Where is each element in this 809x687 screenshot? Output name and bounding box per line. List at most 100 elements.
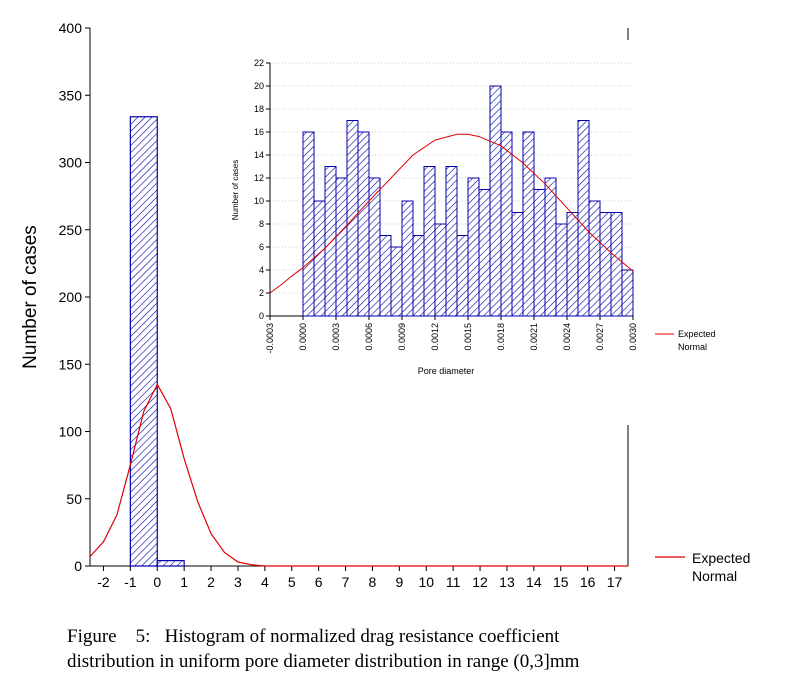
inset-y-ticks: 0 2 4 6 8 10 12 14 16 18 20 22 bbox=[254, 58, 270, 321]
inset-y-tick-label: 20 bbox=[254, 81, 264, 91]
main-x-tick-label: -1 bbox=[124, 574, 137, 590]
main-x-tick-label: -2 bbox=[97, 574, 110, 590]
inset-y-tick-label: 16 bbox=[254, 127, 264, 137]
inset-y-tick-label: 14 bbox=[254, 150, 264, 160]
inset-y-tick-label: 22 bbox=[254, 58, 264, 68]
inset-y-tick-label: 12 bbox=[254, 173, 264, 183]
main-x-tick-label: 1 bbox=[180, 574, 188, 590]
inset-y-tick-label: 4 bbox=[259, 265, 264, 275]
inset-bar-4 bbox=[313, 200, 326, 317]
main-x-tick-label: 4 bbox=[261, 574, 269, 590]
inset-bar-15 bbox=[434, 223, 447, 317]
main-legend-text-2: Normal bbox=[692, 568, 737, 584]
inset-bar-13 bbox=[412, 235, 425, 317]
inset-bar-24 bbox=[533, 189, 546, 317]
inset-bar-3 bbox=[302, 131, 315, 317]
inset-x-ticks: -0.0003 0.0000 0.0003 0.0006 0.0009 0.0012 0.0… bbox=[265, 316, 638, 354]
inset-normal-curve bbox=[269, 133, 634, 294]
inset-bar-8 bbox=[357, 131, 370, 317]
inset-x-tick-label: 0.0024 bbox=[562, 323, 572, 351]
inset-bar-5 bbox=[324, 166, 337, 317]
main-bars bbox=[129, 116, 185, 567]
main-x-tick-label: 2 bbox=[207, 574, 215, 590]
inset-x-tick-label: 0.0018 bbox=[496, 323, 506, 351]
inset-x-tick-label: 0.0021 bbox=[529, 323, 539, 351]
inset-legend-text-2: Normal bbox=[678, 342, 707, 352]
inset-bar-22 bbox=[511, 212, 524, 317]
inset-bar-26 bbox=[555, 223, 568, 317]
inset-x-tick-label: 0.0006 bbox=[364, 323, 374, 351]
main-x-tick-label: 11 bbox=[446, 574, 461, 590]
inset-bar-31 bbox=[610, 212, 623, 317]
main-y-tick-label: 100 bbox=[59, 424, 83, 440]
inset-y-axis-label: Number of cases bbox=[231, 160, 240, 220]
main-y-tick-label: 250 bbox=[59, 222, 83, 238]
main-x-tick-label: 5 bbox=[288, 574, 296, 590]
inset-x-tick-label: 0.0003 bbox=[331, 323, 341, 351]
main-y-tick-label: 400 bbox=[59, 20, 83, 36]
main-x-tick-label: 10 bbox=[418, 574, 434, 590]
main-x-tick-label: 16 bbox=[580, 574, 596, 590]
main-x-tick-label: 13 bbox=[499, 574, 515, 590]
inset-x-tick-label: 0.0009 bbox=[397, 323, 407, 351]
figure-caption-line-1: Figure 5: Histogram of normalized drag r… bbox=[67, 626, 560, 647]
inset-legend: Expected Normal bbox=[655, 329, 716, 352]
inset-x-tick-label: 0.0015 bbox=[463, 323, 473, 351]
inset-bar-28 bbox=[577, 120, 590, 317]
main-y-axis-label: Number of cases bbox=[20, 225, 41, 369]
main-y-tick-label: 300 bbox=[59, 155, 83, 171]
inset-bar-7 bbox=[346, 120, 359, 317]
inset-bar-30 bbox=[599, 212, 612, 317]
inset-bar-21 bbox=[500, 131, 513, 317]
main-x-tick-label: 0 bbox=[153, 574, 161, 590]
inset-bar-27 bbox=[566, 212, 579, 317]
inset-bar-19 bbox=[478, 189, 491, 317]
inset-bar-16 bbox=[445, 166, 458, 317]
main-x-tick-label: 17 bbox=[607, 574, 623, 590]
main-x-tick-label: 6 bbox=[315, 574, 323, 590]
main-y-tick-label: 0 bbox=[74, 558, 82, 574]
inset-histogram: 0 2 4 6 8 10 12 14 16 18 20 22 -0.0003 0.0000 0.0003 0… bbox=[228, 41, 648, 425]
main-y-tick-label: 350 bbox=[59, 87, 83, 103]
inset-y-tick-label: 0 bbox=[259, 311, 264, 321]
main-x-tick-label: 8 bbox=[369, 574, 377, 590]
inset-x-tick-label: 0.0027 bbox=[595, 323, 605, 351]
inset-x-axis-label: Pore diameter bbox=[418, 366, 475, 376]
figure-caption-line-2: distribution in uniform pore diameter di… bbox=[67, 651, 580, 672]
main-legend: Expected Normal bbox=[655, 550, 750, 584]
main-x-tick-label: 9 bbox=[395, 574, 403, 590]
inset-bar-20 bbox=[489, 85, 502, 317]
inset-bar-18 bbox=[467, 177, 480, 317]
main-y-tick-label: 50 bbox=[66, 491, 82, 507]
main-bar-1 bbox=[156, 560, 185, 567]
inset-y-tick-label: 2 bbox=[259, 288, 264, 298]
main-x-tick-label: 12 bbox=[472, 574, 488, 590]
inset-y-tick-label: 18 bbox=[254, 104, 264, 114]
main-legend-text-1: Expected bbox=[692, 550, 750, 566]
inset-bar-29 bbox=[588, 200, 601, 317]
inset-bar-11 bbox=[390, 246, 403, 317]
inset-bar-17 bbox=[456, 235, 469, 317]
inset-bar-23 bbox=[522, 131, 535, 317]
inset-x-tick-label: -0.0003 bbox=[265, 323, 275, 354]
main-y-tick-label: 150 bbox=[59, 356, 83, 372]
inset-y-tick-label: 8 bbox=[259, 219, 264, 229]
main-x-tick-label: 3 bbox=[234, 574, 242, 590]
main-x-tick-label: 14 bbox=[526, 574, 542, 590]
main-y-tick-label: 200 bbox=[59, 289, 83, 305]
main-x-ticks: -2 -1 0 1 2 3 4 5 6 7 8 9 10 11 12 13 14 15 16 17 bbox=[97, 566, 623, 590]
inset-bar-10 bbox=[379, 235, 392, 317]
inset-x-tick-label: 0.0030 bbox=[628, 323, 638, 351]
main-bar-0 bbox=[129, 116, 158, 567]
inset-legend-text-1: Expected bbox=[678, 329, 716, 339]
inset-y-tick-label: 6 bbox=[259, 242, 264, 252]
main-y-ticks: 0 50 100 150 200 250 300 350 400 bbox=[59, 20, 90, 574]
inset-bar-32 bbox=[621, 269, 634, 317]
main-normal-curve bbox=[89, 383, 628, 567]
inset-bar-25 bbox=[544, 177, 557, 317]
inset-x-tick-label: 0.0012 bbox=[430, 323, 440, 351]
inset-bar-6 bbox=[335, 177, 348, 317]
main-x-tick-label: 7 bbox=[342, 574, 350, 590]
